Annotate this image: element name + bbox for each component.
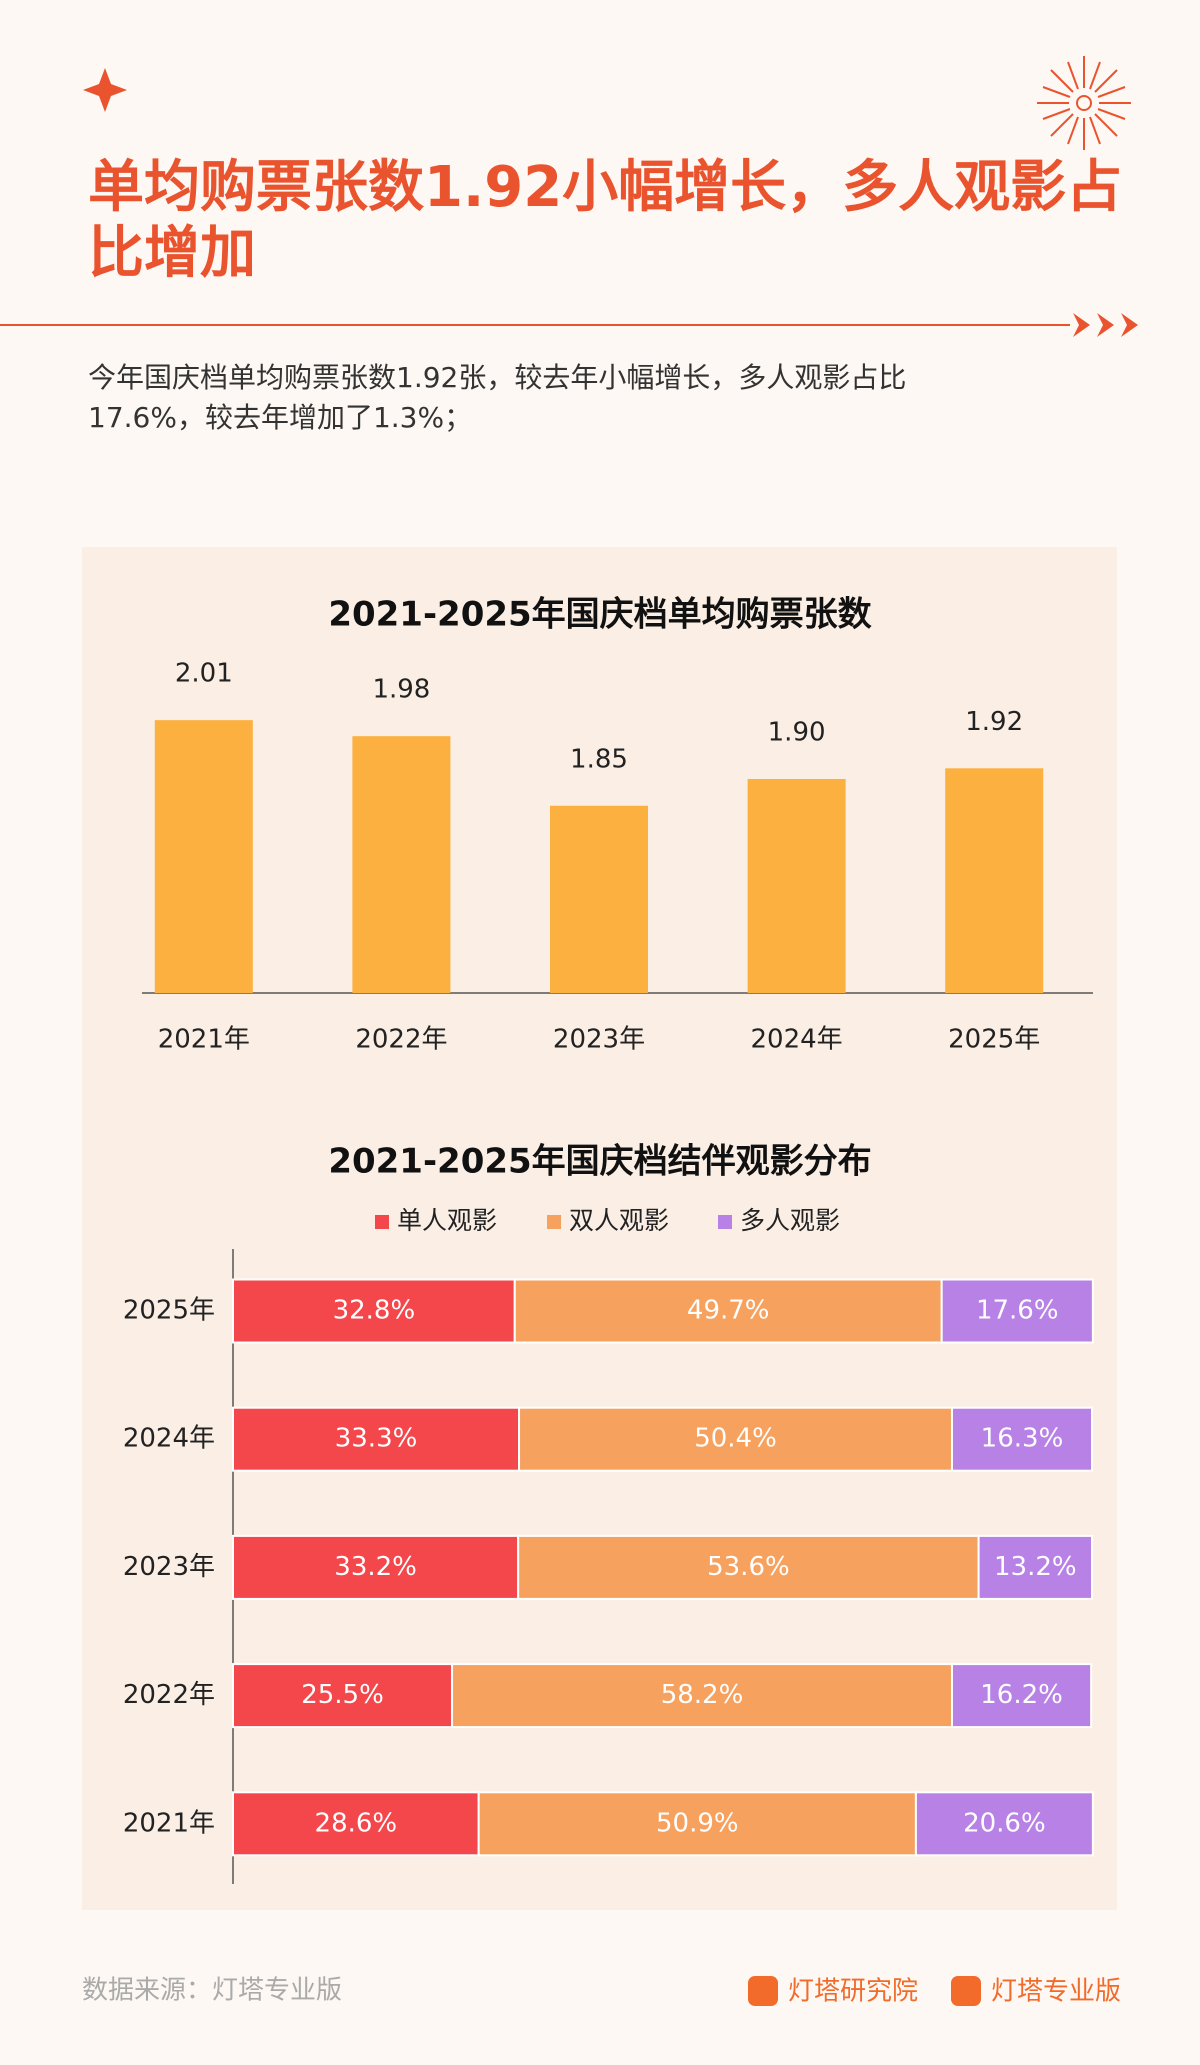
bar [550, 805, 648, 993]
bar-segment [451, 1663, 953, 1729]
y-tick-label: 2021年 [123, 1808, 215, 1838]
value-label: 1.92 [965, 707, 1023, 737]
value-label: 49.7% [687, 1296, 770, 1326]
y-tick-label: 2025年 [123, 1296, 215, 1326]
footer-logo: 灯塔研究院 [788, 1977, 918, 2007]
star-icon [83, 68, 127, 112]
bar-segment [477, 1791, 917, 1857]
logo-icon [748, 1976, 778, 2006]
value-label: 25.5% [301, 1680, 384, 1710]
bar [747, 779, 846, 993]
y-tick-label: 2024年 [123, 1424, 215, 1454]
description-line: 今年国庆档单均购票张数1.92张，较去年小幅增长，多人观影占比 [88, 361, 906, 394]
title-line: 比增加 [88, 221, 256, 286]
bar-segment [232, 1534, 520, 1600]
value-label: 50.9% [656, 1808, 739, 1838]
y-tick-label: 2023年 [123, 1552, 215, 1582]
legend-swatch [547, 1215, 561, 1229]
footer-logo: 灯塔专业版 [991, 1977, 1121, 2007]
bar-segment [232, 1406, 521, 1472]
bar-segment [517, 1534, 980, 1600]
value-label: 2.01 [175, 659, 233, 689]
legend-label: 多人观影 [740, 1206, 840, 1235]
x-tick-label: 2021年 [158, 1025, 250, 1055]
bar-segment [232, 1791, 480, 1857]
value-label: 16.2% [980, 1680, 1063, 1710]
bar [945, 768, 1044, 993]
bar-segment [977, 1534, 1093, 1600]
value-label: 13.2% [994, 1552, 1077, 1582]
value-label: 20.6% [963, 1808, 1046, 1838]
firework-icon [1037, 56, 1131, 150]
logo-icon [951, 1976, 981, 2006]
value-label: 17.6% [976, 1296, 1059, 1326]
value-label: 58.2% [661, 1680, 744, 1710]
legend-label: 单人观影 [397, 1206, 497, 1235]
x-tick-label: 2022年 [355, 1025, 447, 1055]
title-line: 单均购票张数1.92小幅增长，多人观影占 [88, 155, 1122, 220]
chart-title: 2021-2025年国庆档单均购票张数 [328, 595, 871, 635]
x-tick-label: 2025年 [948, 1025, 1040, 1055]
x-tick-label: 2024年 [751, 1025, 843, 1055]
value-label: 1.85 [570, 744, 628, 774]
value-label: 33.3% [335, 1424, 418, 1454]
value-label: 33.2% [334, 1552, 417, 1582]
value-label: 50.4% [694, 1424, 777, 1454]
value-label: 1.98 [372, 675, 430, 705]
bar [352, 736, 451, 993]
bar [154, 720, 253, 993]
bar-segment [513, 1278, 943, 1344]
y-tick-label: 2022年 [123, 1680, 215, 1710]
bar-segment [950, 1663, 1093, 1729]
description-line: 17.6%，较去年增加了1.3%； [88, 401, 472, 434]
bar-segment [950, 1406, 1093, 1472]
value-label: 16.3% [981, 1424, 1064, 1454]
x-tick-label: 2023年 [553, 1025, 645, 1055]
bar-segment [232, 1663, 454, 1729]
legend-label: 双人观影 [569, 1206, 669, 1235]
bar-segment [914, 1791, 1094, 1857]
chart-title: 2021-2025年国庆档结伴观影分布 [328, 1142, 871, 1182]
legend-swatch [375, 1215, 389, 1229]
value-label: 32.8% [333, 1296, 416, 1326]
value-label: 1.90 [768, 718, 826, 748]
arrows-icon [1073, 313, 1138, 337]
legend-swatch [718, 1215, 732, 1229]
bar-segment [232, 1278, 516, 1344]
footer-source: 数据来源：灯塔专业版 [82, 1976, 342, 2006]
bar-segment [940, 1278, 1094, 1344]
value-label: 53.6% [707, 1552, 790, 1582]
value-label: 28.6% [315, 1808, 398, 1838]
